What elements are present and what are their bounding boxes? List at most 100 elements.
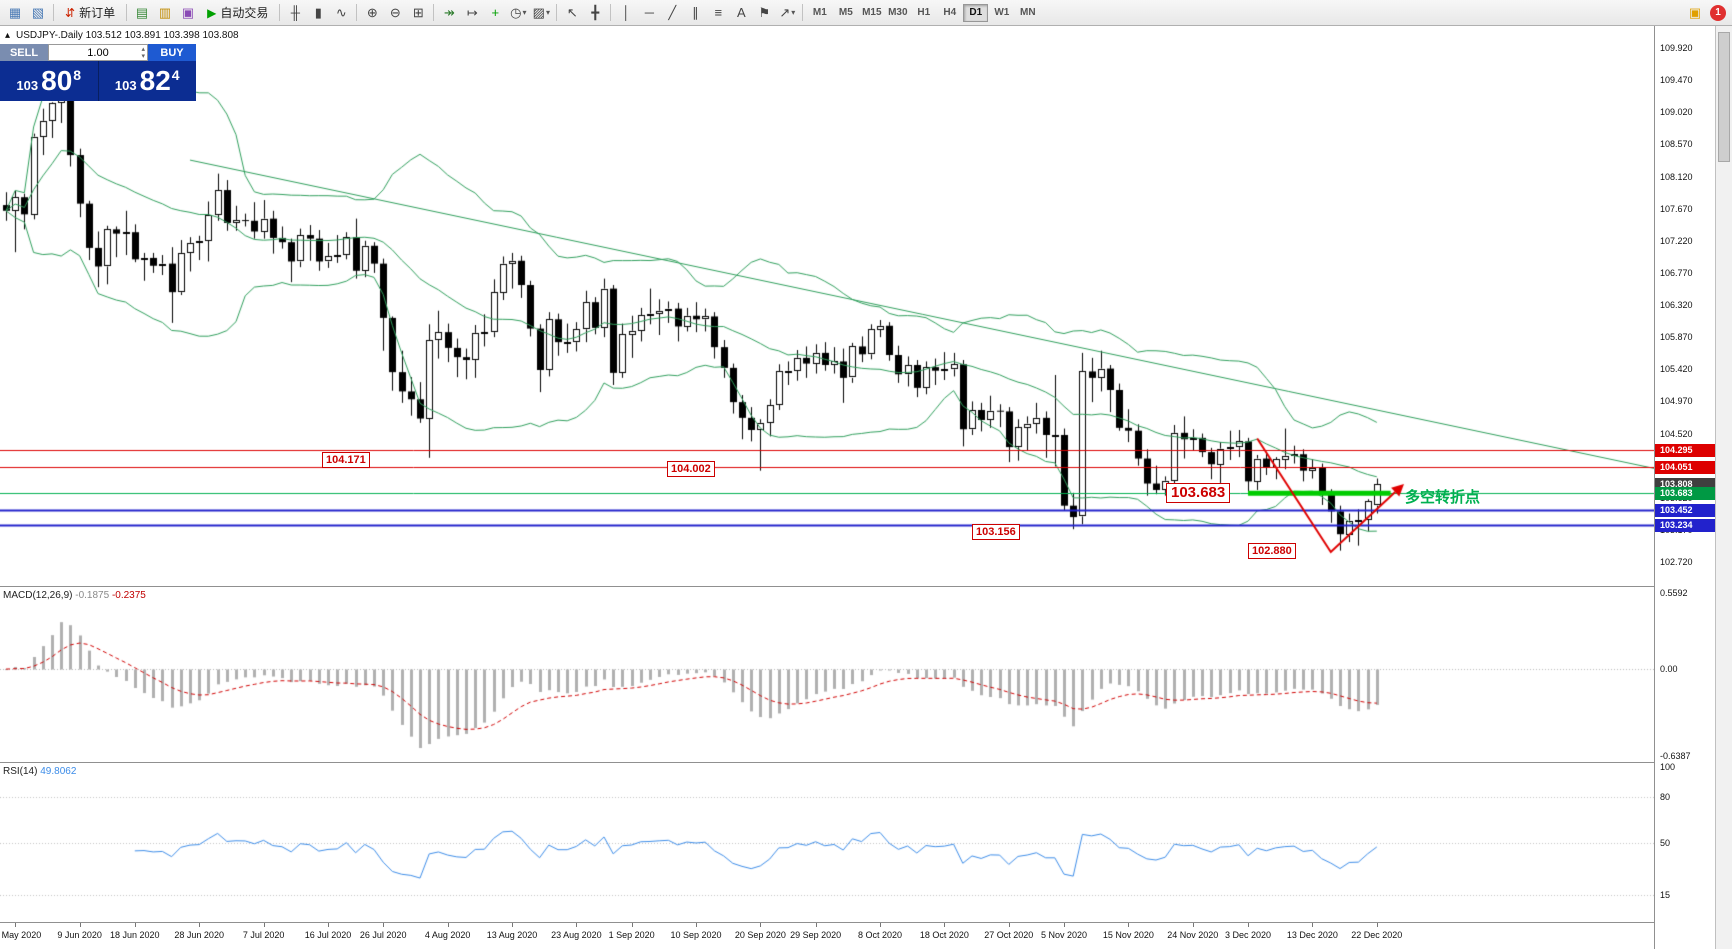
- auto-scroll-icon[interactable]: ↠: [443, 4, 455, 20]
- price-label-102.880[interactable]: 102.880: [1248, 543, 1296, 559]
- time-axis-tick: [1128, 923, 1129, 927]
- toolbar-separator: [802, 4, 804, 21]
- timeframe-mn-button[interactable]: MN: [1020, 7, 1036, 18]
- text-label-icon[interactable]: ⚑: [758, 4, 771, 20]
- tile-windows-icon[interactable]: ⊞: [412, 4, 424, 20]
- time-axis-tick: [1064, 923, 1065, 927]
- candlestick-chart-icon[interactable]: ▮: [314, 4, 322, 20]
- navigator-icon[interactable]: ▣: [181, 4, 195, 20]
- time-axis-tick: [1248, 923, 1249, 927]
- vertical-scrollbar[interactable]: [1715, 26, 1732, 949]
- templates-icon[interactable]: ▨ ▾: [532, 4, 550, 20]
- line-chart-icon[interactable]: ∿: [335, 4, 347, 20]
- data-window-icon[interactable]: ▥: [158, 4, 172, 20]
- price-label-103.156[interactable]: 103.156: [972, 523, 1020, 540]
- time-axis-label: 23 Aug 2020: [551, 930, 602, 940]
- rsi-value: 49.8062: [40, 766, 77, 777]
- horizontal-line-icon[interactable]: ─: [644, 5, 654, 20]
- stepper-down-icon[interactable]: ▾: [141, 53, 145, 60]
- bid-price-display[interactable]: 103 80 8: [0, 61, 98, 101]
- bar-chart-icon[interactable]: ╫: [290, 5, 300, 20]
- price-label-103.683[interactable]: 103.683: [1166, 483, 1231, 504]
- price-label-104.171[interactable]: 104.171: [322, 451, 370, 468]
- volume-value: 1.00: [87, 46, 109, 59]
- notification-badge[interactable]: 1: [1710, 4, 1726, 21]
- rsi-canvas[interactable]: [0, 763, 1654, 922]
- arrows-icon[interactable]: ↗ ▾: [779, 4, 796, 20]
- time-axis-label: 18 Jun 2020: [110, 930, 160, 940]
- new-chart-icon[interactable]: ▦: [8, 4, 22, 20]
- time-axis-label: 29 Sep 2020: [790, 930, 842, 940]
- chart-objects-layer: 104.171 104.002 103.156 102.880 103.683 多空转折点: [0, 26, 1654, 586]
- alerts-icon[interactable]: ▣: [1688, 4, 1702, 20]
- chevron-down-icon: ▾: [522, 8, 527, 17]
- one-click-collapse-icon[interactable]: ▴: [5, 30, 11, 41]
- timeframe-h1-button[interactable]: H1: [917, 7, 931, 18]
- price-label-104.002[interactable]: 104.002: [667, 460, 715, 477]
- zoom-out-icon[interactable]: ⊖: [389, 4, 401, 20]
- price-axis[interactable]: 109.920 109.470 109.020 108.570 108.120 107.6…: [1654, 26, 1716, 949]
- crosshair-icon[interactable]: ╋: [591, 4, 600, 20]
- time-axis-tick: [1312, 923, 1313, 927]
- auto-trading-button[interactable]: ▶ 自动交易: [200, 3, 275, 23]
- panel-separator[interactable]: [0, 586, 1716, 587]
- time-axis-tick: [199, 923, 200, 927]
- time-axis-label: 10 Sep 2020: [670, 930, 722, 940]
- text-icon[interactable]: A: [736, 5, 746, 20]
- panel-separator[interactable]: [0, 762, 1716, 763]
- time-axis-label: 13 Dec 2020: [1286, 930, 1338, 940]
- timeframe-d1-button[interactable]: D1: [963, 3, 989, 22]
- rsi-axis-tick: 100: [1660, 762, 1676, 772]
- time-axis-label: 28 Jun 2020: [174, 930, 224, 940]
- chart-shift-icon[interactable]: ↦: [466, 4, 478, 20]
- time-axis-tick: [944, 923, 945, 927]
- buy-button[interactable]: BUY: [148, 44, 196, 61]
- volume-input[interactable]: 1.00 ▴ ▾: [48, 44, 148, 61]
- time-axis-label: 16 Jul 2020: [304, 930, 352, 940]
- cursor-icon[interactable]: ↖: [566, 4, 578, 20]
- price-axis-tick: 102.720: [1660, 557, 1693, 568]
- timeframe-m5-button[interactable]: M5: [838, 7, 853, 18]
- time-axis-label: 26 Jul 2020: [359, 930, 407, 940]
- price-axis-tick: 109.470: [1660, 75, 1693, 86]
- chart-profiles-icon[interactable]: ▧: [31, 4, 45, 20]
- sell-button[interactable]: SELL: [0, 44, 48, 61]
- time-axis-tick: [1009, 923, 1010, 927]
- time-axis-tick: [512, 923, 513, 927]
- auto-trading-button-label: 自动交易: [220, 6, 269, 20]
- timeframe-m30-button[interactable]: M30: [888, 7, 908, 18]
- periods-icon[interactable]: ◷ ▾: [510, 4, 527, 20]
- fibonacci-icon[interactable]: ≡: [714, 5, 723, 20]
- time-axis-tick: [264, 923, 265, 927]
- market-watch-icon[interactable]: ▤: [135, 4, 149, 20]
- channel-icon[interactable]: ∥: [692, 4, 699, 20]
- stepper-up-icon[interactable]: ▴: [141, 46, 145, 53]
- time-axis-tick: [816, 923, 817, 927]
- annotation-text[interactable]: 多空转折点: [1405, 488, 1481, 506]
- new-order-button[interactable]: ⇵ 新订单: [58, 3, 122, 23]
- indicators-icon[interactable]: +: [491, 5, 500, 20]
- rsi-name: RSI(14): [3, 766, 38, 777]
- ask-price-display[interactable]: 103 82 4: [97, 61, 197, 101]
- symbol-ohlc-text: USDJPY-.Daily 103.512 103.891 103.398 10…: [16, 30, 239, 41]
- bid-big: 80: [41, 65, 73, 96]
- zoom-in-icon[interactable]: ⊕: [366, 4, 378, 20]
- price-axis-tick: 109.920: [1660, 42, 1693, 53]
- timeframe-m15-button[interactable]: M15: [862, 7, 882, 18]
- symbol-ohlc-line: ▴ USDJPY-.Daily 103.512 103.891 103.398 …: [5, 30, 239, 41]
- timeframe-w1-button[interactable]: W1: [994, 7, 1010, 18]
- vertical-line-icon[interactable]: │: [622, 5, 631, 20]
- time-axis-label: 5 Nov 2020: [1040, 930, 1088, 940]
- macd-canvas[interactable]: [0, 587, 1654, 762]
- timeframe-m1-button[interactable]: M1: [812, 7, 827, 18]
- main-chart-canvas[interactable]: [0, 26, 1654, 586]
- scrollbar-thumb[interactable]: [1718, 32, 1730, 162]
- volume-stepper[interactable]: ▴ ▾: [141, 46, 145, 60]
- panel-separator[interactable]: [0, 922, 1716, 923]
- new-order-button-label: 新订单: [79, 6, 116, 20]
- timeframe-h4-button[interactable]: H4: [943, 7, 957, 18]
- macd-label: MACD(12,26,9) -0.1875 -0.2375: [3, 590, 146, 601]
- trendline-icon[interactable]: ╱: [668, 4, 677, 20]
- price-axis-tick: 106.320: [1660, 300, 1693, 311]
- time-axis[interactable]: 31 May 2020 9 Jun 2020 18 Jun 2020 28 Jun 2…: [0, 923, 1654, 949]
